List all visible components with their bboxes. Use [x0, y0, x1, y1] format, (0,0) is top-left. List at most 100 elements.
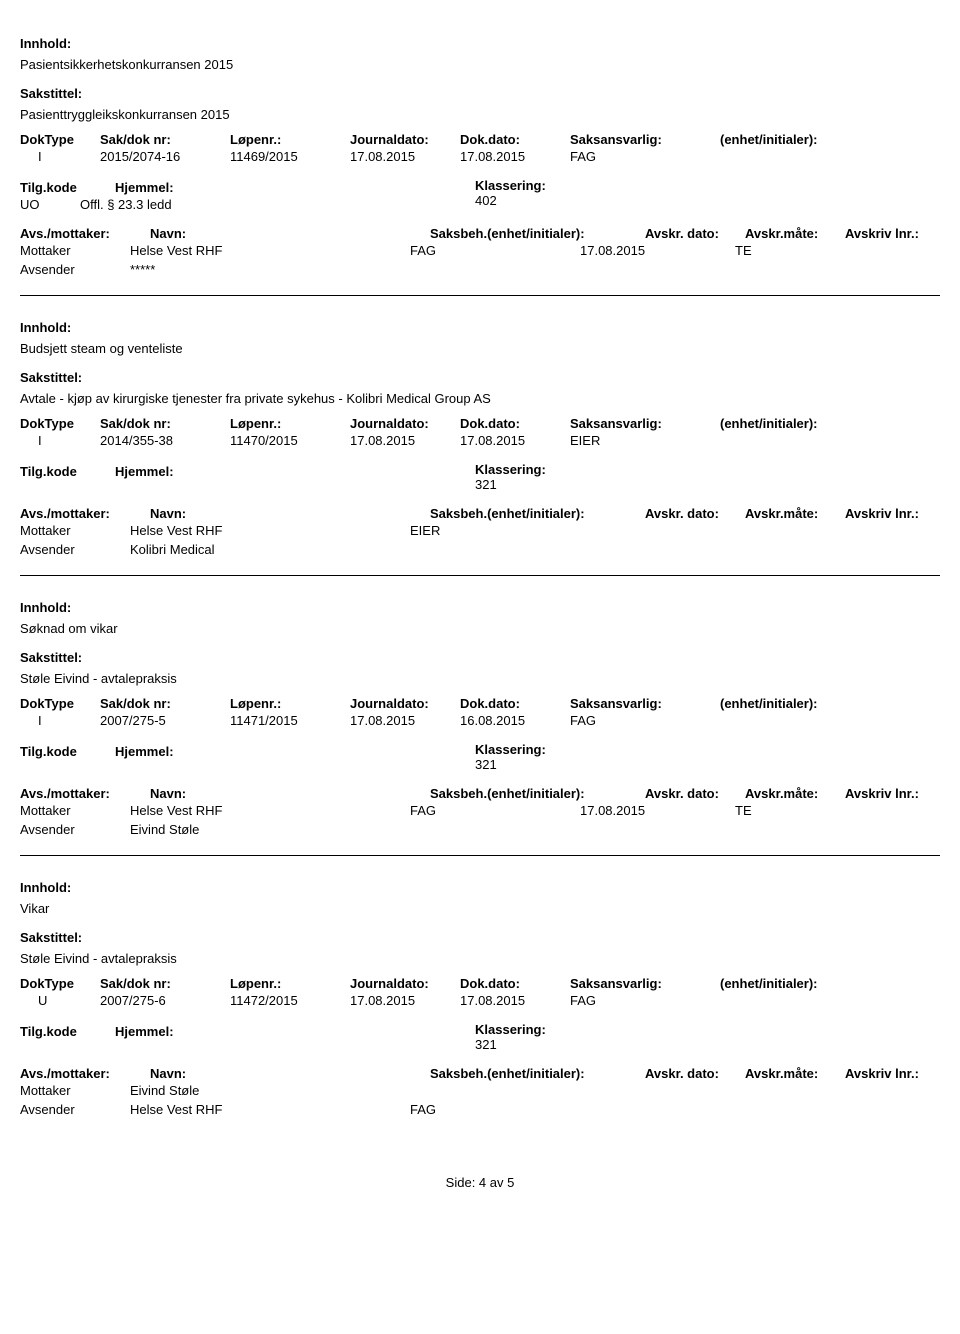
innhold-label: Innhold:	[20, 880, 940, 895]
klassering-value: 402	[475, 193, 546, 208]
avsender-role: Avsender	[20, 542, 130, 557]
mottaker-te: TE	[735, 243, 775, 258]
avsender-role: Avsender	[20, 262, 130, 277]
enhet-header: (enhet/initialer):	[720, 976, 850, 991]
journal-entry: Innhold: Søknad om vikar Sakstittel: Stø…	[20, 576, 940, 856]
dokdato-header: Dok.dato:	[460, 416, 570, 431]
innhold-label: Innhold:	[20, 600, 940, 615]
mottaker-role: Mottaker	[20, 243, 130, 258]
innhold-text: Vikar	[20, 901, 940, 916]
avsender-unit: FAG	[410, 1102, 580, 1117]
hjemmel-label: Hjemmel:	[115, 464, 335, 479]
tilgkode-label: Tilg.kode	[20, 1024, 115, 1039]
navn-label: Navn:	[150, 1066, 430, 1081]
mottaker-name: Helse Vest RHF	[130, 243, 410, 258]
avskrmate-label: Avskr.måte:	[745, 1066, 845, 1081]
avskrmate-label: Avskr.måte:	[745, 506, 845, 521]
mottaker-name: Helse Vest RHF	[130, 803, 410, 818]
dokdato-header: Dok.dato:	[460, 976, 570, 991]
journal-entry: Innhold: Vikar Sakstittel: Støle Eivind …	[20, 856, 940, 1135]
avskrmate-label: Avskr.måte:	[745, 226, 845, 241]
avskrmate-label: Avskr.måte:	[745, 786, 845, 801]
avsender-unit	[410, 822, 580, 837]
tilgkode-label: Tilg.kode	[20, 464, 115, 479]
mottaker-name: Helse Vest RHF	[130, 523, 410, 538]
sakstittel-label: Sakstittel:	[20, 650, 940, 665]
sakdoknr-header: Sak/dok nr:	[100, 132, 230, 147]
journaldato-header: Journaldato:	[350, 976, 460, 991]
journaldato-value: 17.08.2015	[350, 713, 460, 728]
enhet-value	[720, 433, 850, 448]
sakdoknr-value: 2014/355-38	[100, 433, 230, 448]
klassering-value: 321	[475, 477, 546, 492]
klassering-label: Klassering:	[475, 462, 546, 477]
avsender-name: Kolibri Medical	[130, 542, 410, 557]
saksbeh-label: Saksbeh.(enhet/initialer):	[430, 1066, 645, 1081]
klassering-label: Klassering:	[475, 178, 546, 193]
journaldato-header: Journaldato:	[350, 132, 460, 147]
mottaker-role: Mottaker	[20, 1083, 130, 1098]
hjemmel-value: Offl. § 23.3 ledd	[80, 197, 172, 212]
sakdoknr-value: 2007/275-5	[100, 713, 230, 728]
klassering-label: Klassering:	[475, 1022, 546, 1037]
mottaker-unit: FAG	[410, 243, 580, 258]
dokdato-value: 17.08.2015	[460, 433, 570, 448]
enhet-value	[720, 149, 850, 164]
avskrlnr-label: Avskriv lnr.:	[845, 1066, 919, 1081]
saksansvarlig-value: EIER	[570, 433, 720, 448]
avsmottaker-label: Avs./mottaker:	[20, 1066, 150, 1081]
sakstittel-text: Støle Eivind - avtalepraksis	[20, 951, 940, 966]
doktype-value: I	[20, 433, 100, 448]
journaldato-value: 17.08.2015	[350, 149, 460, 164]
klassering-value: 321	[475, 757, 546, 772]
lopenr-header: Løpenr.:	[230, 132, 350, 147]
saksansvarlig-header: Saksansvarlig:	[570, 416, 720, 431]
avsender-unit	[410, 542, 580, 557]
saksansvarlig-header: Saksansvarlig:	[570, 976, 720, 991]
avsmottaker-label: Avs./mottaker:	[20, 506, 150, 521]
mottaker-te: TE	[735, 803, 775, 818]
sakdoknr-value: 2007/275-6	[100, 993, 230, 1008]
tilgkode-label: Tilg.kode	[20, 744, 115, 759]
lopenr-value: 11472/2015	[230, 993, 350, 1008]
sakstittel-label: Sakstittel:	[20, 86, 940, 101]
sakdoknr-value: 2015/2074-16	[100, 149, 230, 164]
saksansvarlig-value: FAG	[570, 993, 720, 1008]
sakstittel-label: Sakstittel:	[20, 930, 940, 945]
innhold-text: Budsjett steam og venteliste	[20, 341, 940, 356]
saksansvarlig-header: Saksansvarlig:	[570, 132, 720, 147]
sakdoknr-header: Sak/dok nr:	[100, 416, 230, 431]
tilgkode-label: Tilg.kode	[20, 180, 115, 195]
doktype-header: DokType	[20, 416, 100, 431]
doktype-value: I	[20, 713, 100, 728]
innhold-text: Pasientsikkerhetskonkurransen 2015	[20, 57, 940, 72]
navn-label: Navn:	[150, 506, 430, 521]
klassering-label: Klassering:	[475, 742, 546, 757]
mottaker-role: Mottaker	[20, 523, 130, 538]
lopenr-value: 11471/2015	[230, 713, 350, 728]
mottaker-unit	[410, 1083, 580, 1098]
avsender-unit	[410, 262, 580, 277]
doktype-header: DokType	[20, 132, 100, 147]
avskrdato-label: Avskr. dato:	[645, 1066, 745, 1081]
avsmottaker-label: Avs./mottaker:	[20, 786, 150, 801]
enhet-header: (enhet/initialer):	[720, 696, 850, 711]
avsender-role: Avsender	[20, 822, 130, 837]
hjemmel-label: Hjemmel:	[115, 180, 335, 195]
saksansvarlig-header: Saksansvarlig:	[570, 696, 720, 711]
enhet-value	[720, 993, 850, 1008]
saksansvarlig-value: FAG	[570, 713, 720, 728]
klassering-value: 321	[475, 1037, 546, 1052]
sakstittel-text: Avtale - kjøp av kirurgiske tjenester fr…	[20, 391, 940, 406]
sakstittel-label: Sakstittel:	[20, 370, 940, 385]
mottaker-name: Eivind Støle	[130, 1083, 410, 1098]
innhold-text: Søknad om vikar	[20, 621, 940, 636]
hjemmel-label: Hjemmel:	[115, 744, 335, 759]
navn-label: Navn:	[150, 226, 430, 241]
lopenr-header: Løpenr.:	[230, 976, 350, 991]
mottaker-date	[580, 523, 735, 538]
avsender-name: Helse Vest RHF	[130, 1102, 410, 1117]
innhold-label: Innhold:	[20, 320, 940, 335]
tilgkode-value: UO	[20, 197, 80, 212]
page-footer: Side: 4 av 5	[20, 1175, 940, 1190]
